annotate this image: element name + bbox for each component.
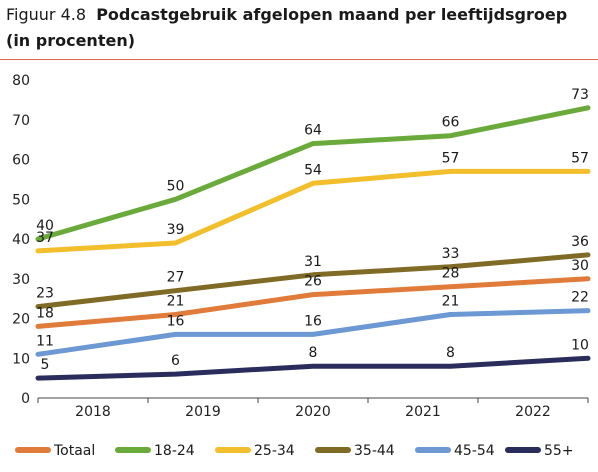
- y-tick-label: 30: [12, 272, 30, 288]
- chart-data-labels: 18 21 26 28 30 40 50 64 66 73 37 39 54 57 57 23 27 31 33 36…: [36, 87, 589, 373]
- data-label: 57: [571, 150, 589, 166]
- data-label: 33: [442, 246, 460, 262]
- data-label: 8: [446, 345, 455, 361]
- data-label: 18: [36, 305, 54, 321]
- legend-label: 35-44: [354, 443, 395, 459]
- data-label: 39: [167, 222, 185, 238]
- figure-label: Figuur 4.8: [6, 5, 87, 24]
- data-label: 27: [167, 270, 185, 286]
- figure-title-block: Figuur 4.8 Podcastgebruik afgelopen maan…: [6, 2, 592, 54]
- x-tick-label: 2022: [515, 404, 551, 420]
- series-line-45-54: [35, 308, 591, 357]
- data-label: 21: [442, 294, 460, 310]
- legend-label: 25-34: [254, 443, 295, 459]
- figure-title-line: Figuur 4.8 Podcastgebruik afgelopen maan…: [6, 2, 592, 28]
- data-label: 54: [304, 162, 322, 178]
- y-tick-label: 0: [21, 391, 30, 407]
- data-label: 31: [304, 254, 322, 270]
- series-line-Totaal: [35, 276, 591, 329]
- data-label: 40: [36, 218, 54, 234]
- legend-label: 55+: [544, 443, 574, 459]
- x-tick-label: 2018: [75, 404, 111, 420]
- data-label: 22: [571, 290, 589, 306]
- x-tick-label: 2019: [185, 404, 221, 420]
- data-label: 57: [442, 150, 460, 166]
- data-label: 5: [41, 357, 50, 373]
- legend-label: 45-54: [454, 443, 495, 459]
- data-label: 30: [571, 258, 589, 274]
- y-tick-label: 50: [12, 192, 30, 208]
- data-label: 64: [304, 123, 322, 139]
- y-tick-label: 20: [12, 312, 30, 328]
- series-line-35-44: [35, 252, 591, 310]
- data-label: 37: [36, 230, 54, 246]
- y-tick-label: 10: [12, 351, 30, 367]
- data-label: 36: [571, 234, 589, 250]
- x-tick-label: 2020: [295, 404, 331, 420]
- data-label: 8: [309, 345, 318, 361]
- chart-legend: Totaal 18-24 25-34 35-44 45-54 55+: [15, 443, 574, 459]
- chart-series-lines: [35, 105, 591, 381]
- series-line-55+: [35, 355, 591, 381]
- x-tick-label: 2021: [405, 404, 441, 420]
- data-label: 21: [167, 294, 185, 310]
- figure-subtitle: (in procenten): [6, 31, 136, 50]
- y-tick-label: 40: [12, 232, 30, 248]
- data-label: 66: [442, 115, 460, 131]
- y-tick-label: 70: [12, 113, 30, 129]
- data-label: 73: [571, 87, 589, 103]
- data-label: 6: [171, 353, 180, 369]
- data-label: 26: [304, 274, 322, 290]
- figure-title: Podcastgebruik afgelopen maand per leeft…: [96, 5, 568, 24]
- data-label: 28: [442, 266, 460, 282]
- chart-axes: 0 10 20 30 40 50 60 70 80 2018 2019 2020 2021 2022: [12, 73, 589, 420]
- legend-label: Totaal: [53, 443, 95, 459]
- data-label: 16: [167, 313, 185, 329]
- legend-label: 18-24: [154, 443, 195, 459]
- y-tick-label: 80: [12, 73, 30, 89]
- data-label: 23: [36, 286, 54, 302]
- title-divider: [0, 59, 598, 60]
- data-label: 16: [304, 313, 322, 329]
- data-label: 50: [167, 178, 185, 194]
- data-label: 10: [571, 337, 589, 353]
- series-line-25-34: [35, 168, 591, 254]
- data-label: 11: [36, 333, 54, 349]
- series-line-18-24: [35, 105, 591, 242]
- y-tick-label: 60: [12, 153, 30, 169]
